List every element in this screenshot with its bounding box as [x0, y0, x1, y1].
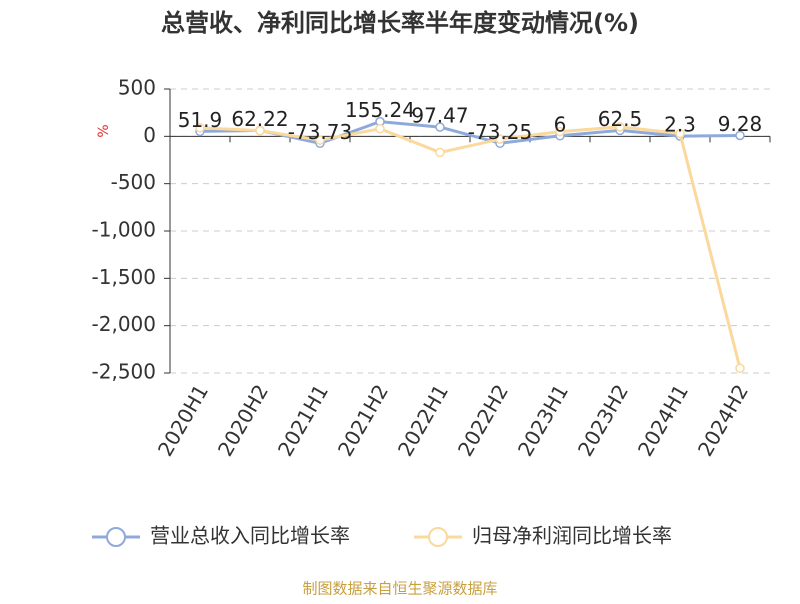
y-tick-label: -1,000: [92, 218, 156, 242]
data-point: [735, 363, 745, 374]
legend-marker: [428, 527, 448, 547]
x-tick-label: 2021H2: [333, 380, 393, 460]
data-point: [555, 126, 565, 137]
series-line: [199, 125, 742, 369]
data-label: -73.25: [468, 120, 532, 144]
y-tick-label: -500: [111, 170, 156, 194]
data-point: [195, 123, 205, 133]
y-tick-label: 500: [118, 76, 156, 100]
data-label: 6: [554, 112, 567, 136]
x-tick-label: 2021H1: [273, 380, 333, 460]
data-label: 9.28: [718, 112, 763, 136]
data-point: [615, 122, 625, 132]
chart-title: 总营收、净利同比增长率半年度变动情况(%): [161, 9, 639, 37]
data-label: 62.22: [231, 107, 288, 131]
x-tick-label: 2023H1: [513, 380, 573, 460]
y-tick-label: -2,000: [92, 312, 156, 336]
data-point: [315, 135, 325, 145]
source-note: 制图数据来自恒生聚源数据库: [302, 580, 497, 598]
legend-label: 归母净利润同比增长率: [472, 524, 672, 548]
y-tick-label: -1,500: [92, 265, 156, 289]
data-point: [435, 122, 445, 132]
x-tick-label: 2022H1: [393, 380, 453, 460]
data-label: 51.9: [178, 108, 223, 132]
x-tick-label: 2022H2: [453, 380, 513, 460]
data-label: 155.24: [345, 98, 415, 122]
x-tick-label: 2023H2: [573, 380, 633, 460]
x-tick-label: 2024H2: [693, 380, 753, 460]
y-tick-label: 0: [143, 123, 156, 147]
legend-marker: [106, 527, 126, 547]
data-label: -73.73: [288, 120, 352, 144]
x-tick-label: 2020H1: [153, 380, 213, 460]
data-point: [495, 134, 505, 144]
x-tick-label: 2024H1: [633, 380, 693, 460]
data-label: 62.5: [598, 107, 643, 131]
data-point: [435, 147, 445, 158]
y-axis-label: %: [96, 124, 112, 137]
data-label: 97.47: [411, 104, 468, 128]
y-tick-label: -2,500: [92, 360, 156, 384]
data-label: 2.3: [664, 113, 696, 137]
x-tick-label: 2020H2: [213, 380, 273, 460]
data-point: [375, 124, 385, 134]
data-point: [255, 125, 265, 136]
data-point: [675, 128, 685, 139]
legend-label: 营业总收入同比增长率: [150, 524, 350, 548]
data-point: [735, 130, 745, 141]
